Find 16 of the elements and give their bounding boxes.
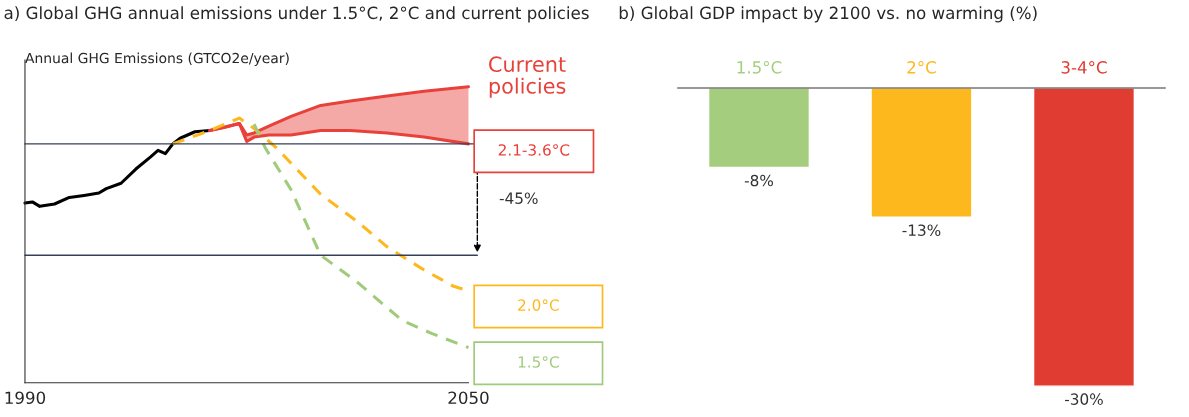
- chart-title: b) Global GDP impact by 2100 vs. no warming (%): [619, 6, 1037, 23]
- y-axis-title: Annual GHG Emissions (GTCO2e/year): [25, 52, 289, 67]
- x-tick-label: 1990: [5, 391, 46, 405]
- x-tick-label: 2°C: [907, 61, 936, 74]
- x-tick-label: 3-4°C: [1061, 61, 1107, 74]
- chart-title: a) Global GHG annual emissions under 1.5°C, 2°C and current policies: [4, 6, 589, 23]
- data-label: -8%: [744, 174, 774, 187]
- data-label: -13%: [902, 224, 941, 236]
- series-label: Current policies: [489, 56, 566, 98]
- data-label: -30%: [1064, 393, 1103, 405]
- annotation: 2.1-3.6°C: [498, 144, 570, 156]
- x-tick-label: 1.5°C: [737, 61, 782, 74]
- text: 2.0°C: [518, 299, 559, 311]
- x-tick-label: 2050: [448, 391, 489, 405]
- text: 1.5°C: [518, 356, 559, 368]
- text: -45%: [499, 192, 538, 204]
